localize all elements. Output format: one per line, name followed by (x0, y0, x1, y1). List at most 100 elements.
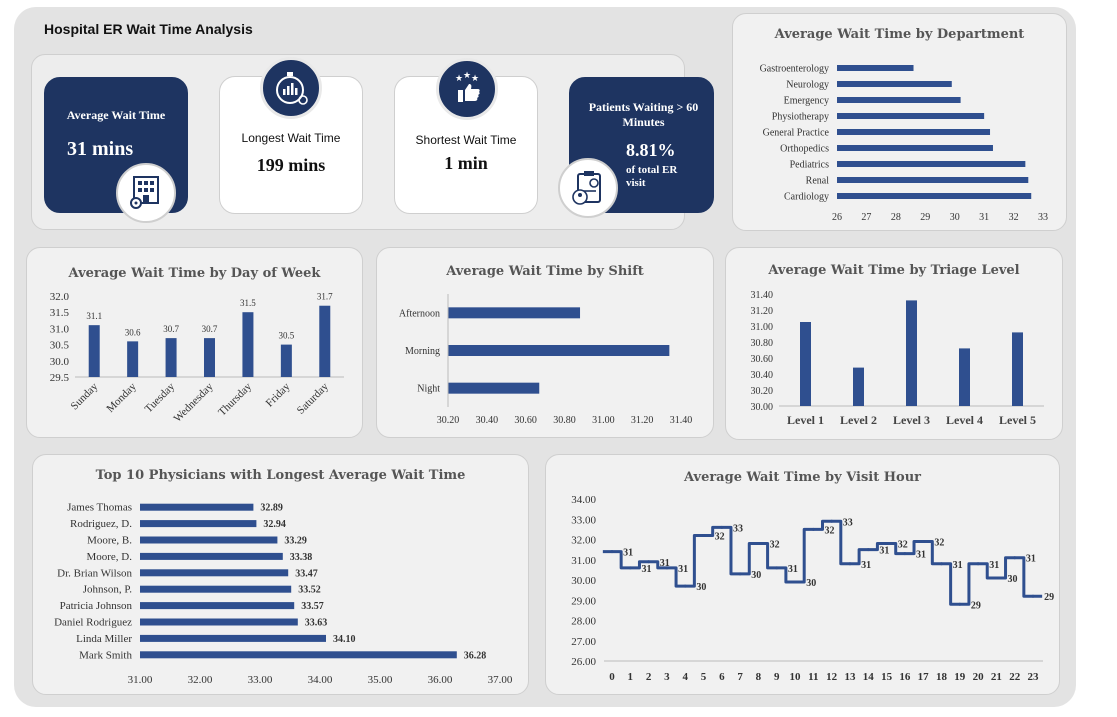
physicians-chart: James Thomas 32.89 Rodriguez, D. 32.94 Moore… (54, 502, 513, 686)
bar-dayofweek-6 (319, 305, 331, 377)
category-label-physicians-8: Linda Miller (76, 633, 132, 645)
thumbs-up-stars-icon: ★ ★ ★ (436, 58, 498, 120)
data-label-physicians-4: 33.47 (295, 568, 318, 579)
svg-text:★: ★ (471, 73, 479, 83)
category-label-physicians-6: Patricia Johnson (60, 600, 133, 612)
kpi-longest-value: 199 mins (256, 155, 326, 175)
bar-physicians-3 (140, 552, 283, 560)
data-label-visithour-15: 32 (898, 540, 908, 551)
bar-department-0 (837, 65, 914, 71)
data-label-dayofweek-5: 30.5 (278, 331, 294, 341)
category-label-physicians-2: Moore, B. (87, 535, 132, 547)
x-tick-shift-2: 30.60 (514, 415, 537, 426)
physicians-chart-title: Top 10 Physicians with Longest Average W… (95, 468, 466, 483)
data-label-dayofweek-1: 30.6 (125, 327, 141, 337)
data-label-visithour-3: 31 (678, 564, 688, 575)
bar-physicians-5 (140, 585, 292, 593)
y-tick-dayofweek-1: 31.5 (50, 307, 70, 319)
y-tick-dayofweek-3: 30.5 (50, 340, 70, 352)
data-label-physicians-7: 33.63 (305, 618, 328, 629)
x-tick-visithour-5: 5 (701, 671, 707, 683)
category-label-department-6: Pediatrics (790, 160, 830, 171)
x-tick-department-6: 32 (1009, 212, 1019, 223)
x-tick-visithour-22: 22 (1009, 671, 1021, 683)
category-label-physicians-5: Johnson, P. (83, 584, 132, 596)
category-label-shift-1: Morning (405, 346, 440, 357)
category-label-department-3: Physiotherapy (772, 112, 829, 123)
dayofweek-chart-title: Average Wait Time by Day of Week (68, 266, 321, 281)
dayofweek-panel: Average Wait Time by Day of Week 32.0 31.… (26, 247, 363, 438)
bar-triage-3 (959, 348, 970, 406)
data-label-physicians-0: 32.89 (260, 503, 283, 514)
y-tick-visithour-0: 34.00 (571, 494, 596, 506)
kpi-average-value: 31 mins (67, 138, 134, 160)
data-label-visithour-11: 32 (825, 525, 835, 536)
x-tick-shift-1: 30.40 (476, 415, 499, 426)
point-visithour-17 (921, 540, 925, 544)
category-label-department-4: General Practice (763, 128, 830, 139)
point-visithour-7 (738, 572, 742, 576)
visithour-panel: Average Wait Time by Visit Hour 34.00 33.… (545, 454, 1060, 695)
triage-panel: Average Wait Time by Triage Level 31.40 3… (725, 247, 1063, 440)
shift-chart: Afternoon Morning Night 30.20 30.40 30.60 30.8… (399, 294, 692, 426)
category-label-physicians-4: Dr. Brian Wilson (57, 567, 132, 579)
data-label-visithour-16: 31 (916, 550, 926, 561)
category-label-physicians-3: Moore, D. (86, 551, 132, 563)
department-panel: Average Wait Time by Department Gastroen… (732, 13, 1067, 231)
category-label-department-5: Orthopedics (780, 144, 829, 155)
category-label-dayofweek-6: Saturday (295, 380, 331, 416)
point-visithour-9 (775, 566, 779, 570)
point-visithour-0 (610, 550, 614, 554)
x-tick-visithour-4: 4 (682, 671, 688, 683)
point-visithour-13 (848, 562, 852, 566)
bar-dayofweek-2 (165, 338, 177, 377)
series-line-visithour (602, 519, 1043, 606)
y-tick-dayofweek-5: 29.5 (50, 372, 70, 384)
category-label-dayofweek-3: Wednesday (171, 380, 215, 424)
x-tick-physicians-5: 36.00 (428, 674, 453, 686)
point-visithour-1 (628, 566, 632, 570)
department-chart: Gastroenterology Neurology Emergency Physio… (760, 64, 1048, 224)
x-tick-department-1: 27 (861, 212, 871, 223)
y-tick-visithour-7: 27.00 (571, 636, 596, 648)
category-label-physicians-1: Rodriguez, D. (70, 518, 132, 530)
y-tick-visithour-6: 28.00 (571, 616, 596, 628)
point-visithour-15 (885, 542, 889, 546)
category-label-shift-2: Night (417, 384, 440, 395)
kpi-over60-value: 8.81% (626, 140, 676, 160)
data-label-visithour-14: 31 (879, 546, 889, 557)
data-label-visithour-2: 31 (660, 558, 670, 569)
x-tick-physicians-2: 33.00 (248, 674, 273, 686)
point-visithour-22 (1013, 556, 1017, 560)
category-label-dayofweek-4: Thursday (216, 380, 254, 418)
y-tick-triage-0: 31.40 (751, 290, 774, 301)
point-visithour-8 (756, 542, 760, 546)
point-visithour-3 (665, 566, 669, 570)
kpi-over60-sub: of total ER visit (626, 164, 678, 189)
category-label-triage-0: Level 1 (787, 413, 824, 427)
bar-department-4 (837, 129, 991, 135)
category-label-dayofweek-5: Friday (264, 380, 293, 409)
data-label-visithour-9: 31 (788, 564, 798, 575)
y-tick-dayofweek-2: 31.0 (50, 323, 70, 335)
kpi-average-label: Average Wait Time (66, 108, 166, 122)
x-tick-department-3: 29 (920, 212, 930, 223)
kpi-shortest-value: 1 min (444, 153, 488, 173)
visithour-chart: 34.00 33.00 32.00 31.00 30.00 29.00 28.00 27.00… (571, 494, 1054, 683)
y-tick-visithour-4: 30.00 (571, 575, 596, 587)
y-tick-visithour-8: 26.00 (571, 656, 596, 668)
data-label-visithour-10: 30 (806, 578, 816, 589)
y-tick-triage-1: 31.20 (751, 306, 774, 317)
bar-triage-4 (1012, 332, 1023, 406)
category-label-physicians-7: Daniel Rodriguez (54, 617, 132, 629)
data-label-visithour-4: 30 (696, 582, 706, 593)
bar-physicians-4 (140, 569, 289, 577)
point-visithour-14 (866, 548, 870, 552)
bar-physicians-7 (140, 618, 298, 626)
category-label-dayofweek-0: Sunday (69, 380, 101, 412)
point-visithour-23 (1031, 594, 1035, 598)
data-label-visithour-0: 31 (623, 548, 633, 559)
bar-department-2 (837, 97, 961, 103)
point-visithour-19 (958, 602, 962, 606)
x-tick-visithour-14: 14 (863, 671, 875, 683)
